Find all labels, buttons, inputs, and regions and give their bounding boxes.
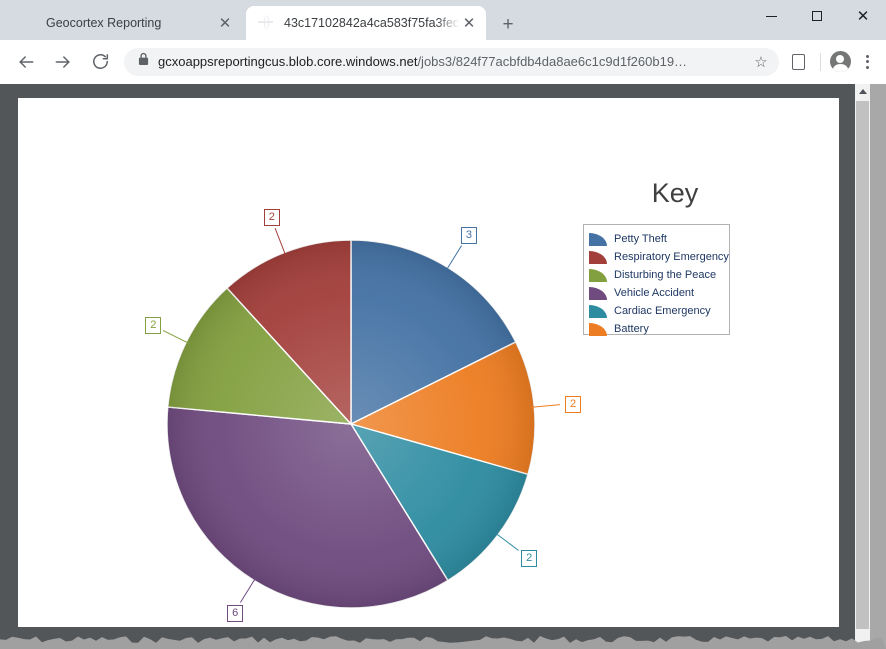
legend-label: Disturbing the Peace <box>614 268 717 281</box>
legend-item: Petty Theft <box>589 230 724 248</box>
pie-data-label: 3 <box>460 227 477 245</box>
legend-item: Disturbing the Peace <box>589 266 724 284</box>
legend-swatch-icon <box>589 268 607 282</box>
pie-data-label: 2 <box>521 549 538 567</box>
screenshot-bottom-artifact <box>0 627 886 649</box>
address-bar[interactable]: gcxoappsreportingcus.blob.core.windows.n… <box>124 47 779 76</box>
minimize-button[interactable] <box>748 0 794 32</box>
legend-item: Cardiac Emergency <box>589 302 724 320</box>
leader-line <box>239 576 257 603</box>
legend-item: Battery <box>589 320 724 338</box>
scrollbar-thumb[interactable] <box>856 101 869 629</box>
scrollbar-track-edge <box>870 84 886 649</box>
tab-geocortex-reporting[interactable]: Geocortex Reporting ✕ <box>8 6 242 40</box>
globe-icon <box>258 15 274 31</box>
legend-label: Petty Theft <box>614 232 667 245</box>
tab-title: 43c17102842a4ca583f75fa3fed73 <box>284 16 458 30</box>
report-page: 3 2 2 6 2 2 Key Petty Theft Respiratory Emerge… <box>18 98 839 627</box>
legend-item: Vehicle Accident <box>589 284 724 302</box>
url-host: gcxoappsreportingcus.blob.core.windows.n… <box>158 53 418 69</box>
tab-close-icon[interactable]: ✕ <box>218 14 232 32</box>
maximize-button[interactable] <box>794 0 840 32</box>
profile-avatar-icon[interactable] <box>826 48 854 76</box>
back-icon[interactable] <box>12 48 40 76</box>
new-tab-button[interactable]: + <box>502 13 514 35</box>
lock-icon <box>138 52 150 71</box>
reload-icon[interactable] <box>86 48 114 76</box>
tab-title: Geocortex Reporting <box>46 16 162 30</box>
geocortex-hex-icon <box>20 15 36 31</box>
legend-swatch-icon <box>589 304 607 318</box>
legend-label: Respiratory Emergency <box>614 250 729 263</box>
forward-icon[interactable] <box>49 48 77 76</box>
pie-slices <box>166 239 536 609</box>
browser-toolbar: gcxoappsreportingcus.blob.core.windows.n… <box>0 40 886 84</box>
legend-swatch-icon <box>589 322 607 336</box>
tab-strip: Geocortex Reporting ✕ 43c17102842a4ca583… <box>0 0 862 40</box>
scroll-up-arrow-icon[interactable] <box>855 84 870 99</box>
vertical-scrollbar[interactable] <box>855 84 870 649</box>
pie-data-label: 2 <box>145 317 162 335</box>
pie-data-label: 6 <box>227 604 244 622</box>
leader-line <box>162 329 191 345</box>
pie-chart: 3 2 2 6 2 2 Key Petty Theft Respiratory Emerge… <box>18 98 839 627</box>
url-text: gcxoappsreportingcus.blob.core.windows.n… <box>158 48 745 76</box>
leader-line <box>530 404 561 408</box>
pie-data-label: 2 <box>565 395 582 413</box>
document-viewer: 3 2 2 6 2 2 Key Petty Theft Respiratory Emerge… <box>0 84 886 649</box>
more-options-icon[interactable] <box>854 48 880 76</box>
leader-line <box>445 245 463 272</box>
key-title: Key <box>651 178 699 208</box>
legend-swatch-icon <box>589 286 607 300</box>
legend-label: Cardiac Emergency <box>614 304 711 317</box>
pie-data-label: 2 <box>263 208 280 226</box>
legend-item: Respiratory Emergency <box>589 248 729 266</box>
url-path: /jobs3/824f77acbfdb4da8ae6c1c9d1f260b19… <box>417 53 688 69</box>
legend-label: Battery <box>614 322 649 335</box>
leader-line <box>274 228 287 257</box>
pie-leader-lines <box>162 228 561 603</box>
tab-report-job[interactable]: 43c17102842a4ca583f75fa3fed73 ✕ <box>246 6 486 40</box>
legend-label: Vehicle Accident <box>614 286 695 299</box>
bookmark-star-icon[interactable]: ☆ <box>754 53 768 71</box>
close-window-button[interactable]: ✕ <box>856 6 870 25</box>
legend-swatch-icon <box>589 232 607 246</box>
chart-legend: Petty Theft Respiratory Emergency Disturbi… <box>583 224 730 338</box>
window-controls: ✕ <box>748 0 886 32</box>
leader-line <box>494 532 519 551</box>
toolbar-divider <box>820 52 821 71</box>
extensions-icon[interactable] <box>785 49 811 75</box>
legend-swatch-icon <box>589 250 607 264</box>
tab-close-icon[interactable]: ✕ <box>462 14 476 32</box>
